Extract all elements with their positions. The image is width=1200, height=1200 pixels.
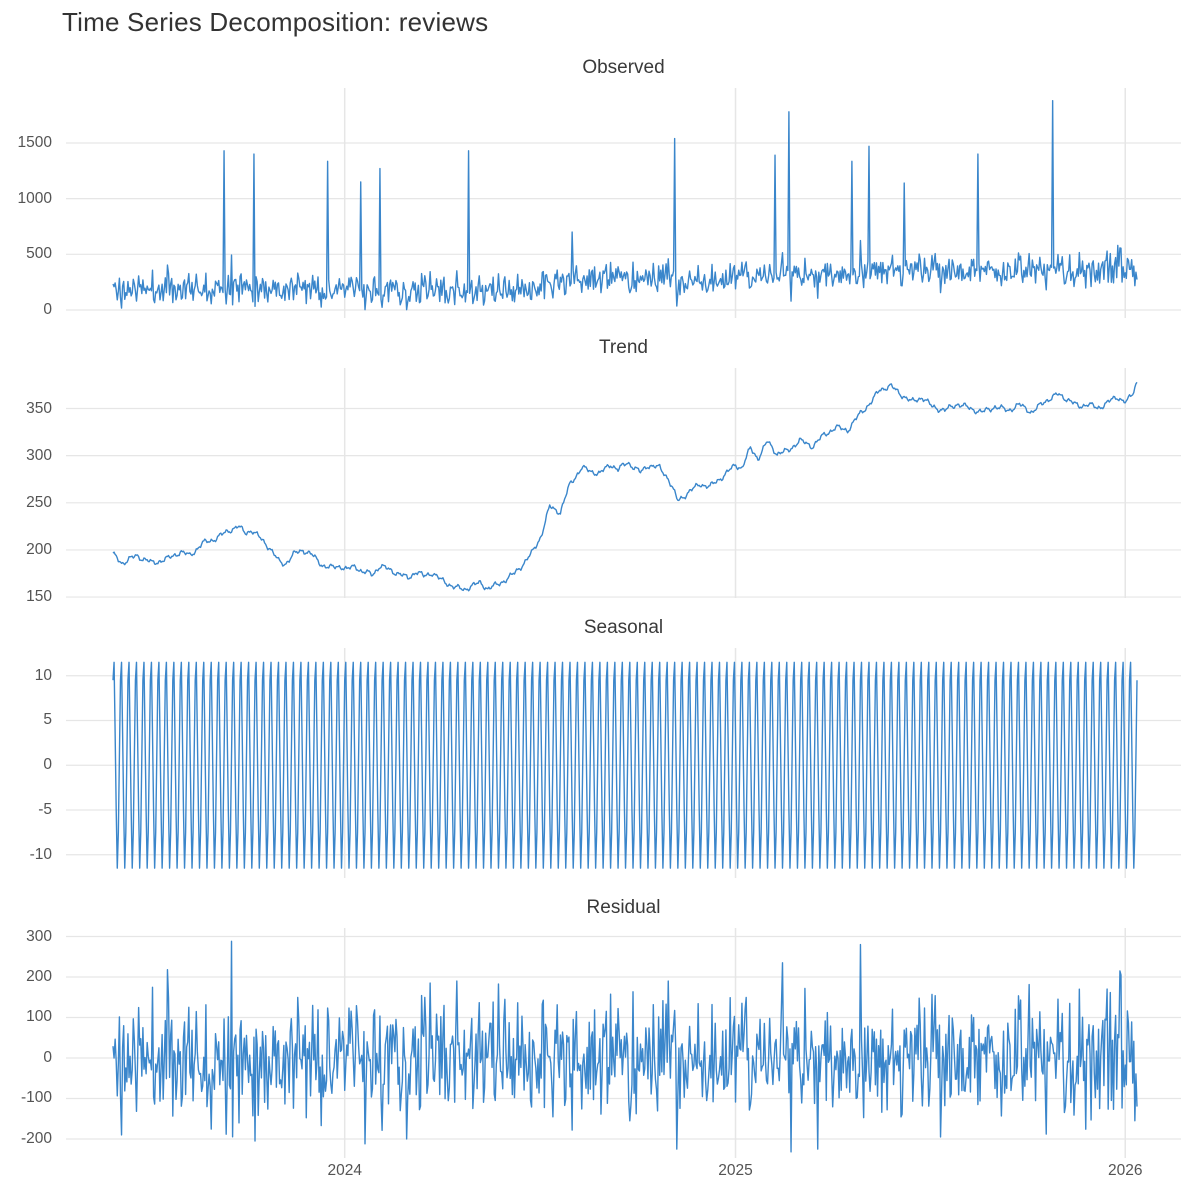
y-tick-label: -10 [29,845,52,863]
y-tick-label: 5 [43,711,52,729]
y-tick-label: 250 [26,493,52,511]
y-tick-label: 0 [43,1048,52,1066]
y-tick-label: 1000 [17,189,52,207]
observed-plot-area [66,88,1181,318]
panel-title-observed: Observed [582,57,665,78]
y-tick-label: -100 [20,1089,52,1107]
trend-plot-area [66,368,1181,598]
y-tick-label: 500 [26,245,52,263]
y-tick-label: 300 [26,446,52,464]
y-tick-label: 1500 [17,133,52,151]
panel-title-trend: Trend [599,337,648,358]
y-tick-label: 200 [26,540,52,558]
seasonal-line [112,661,1138,869]
x-tick-label: 2026 [1108,1162,1143,1179]
observed-line [112,99,1138,311]
x-tick-label: 2025 [718,1162,753,1179]
residual-plot-area [66,928,1181,1158]
figure-title: Time Series Decomposition: reviews [62,7,489,37]
y-tick-label: 350 [26,399,52,417]
seasonal-plot-area [66,648,1181,878]
y-tick-label: -5 [38,800,52,818]
y-tick-label: 10 [34,666,52,684]
panel-title-residual: Residual [586,897,661,918]
residual-line [112,940,1138,1153]
trend-line [112,381,1138,592]
y-tick-label: -200 [20,1129,52,1147]
y-tick-label: 300 [26,927,52,945]
panel-title-seasonal: Seasonal [583,617,664,638]
y-tick-label: 200 [26,967,52,985]
y-tick-label: 0 [43,756,52,774]
x-tick-label: 2024 [327,1162,362,1179]
y-tick-label: 100 [26,1008,52,1026]
y-tick-label: 0 [43,300,52,318]
y-tick-label: 150 [26,588,52,606]
